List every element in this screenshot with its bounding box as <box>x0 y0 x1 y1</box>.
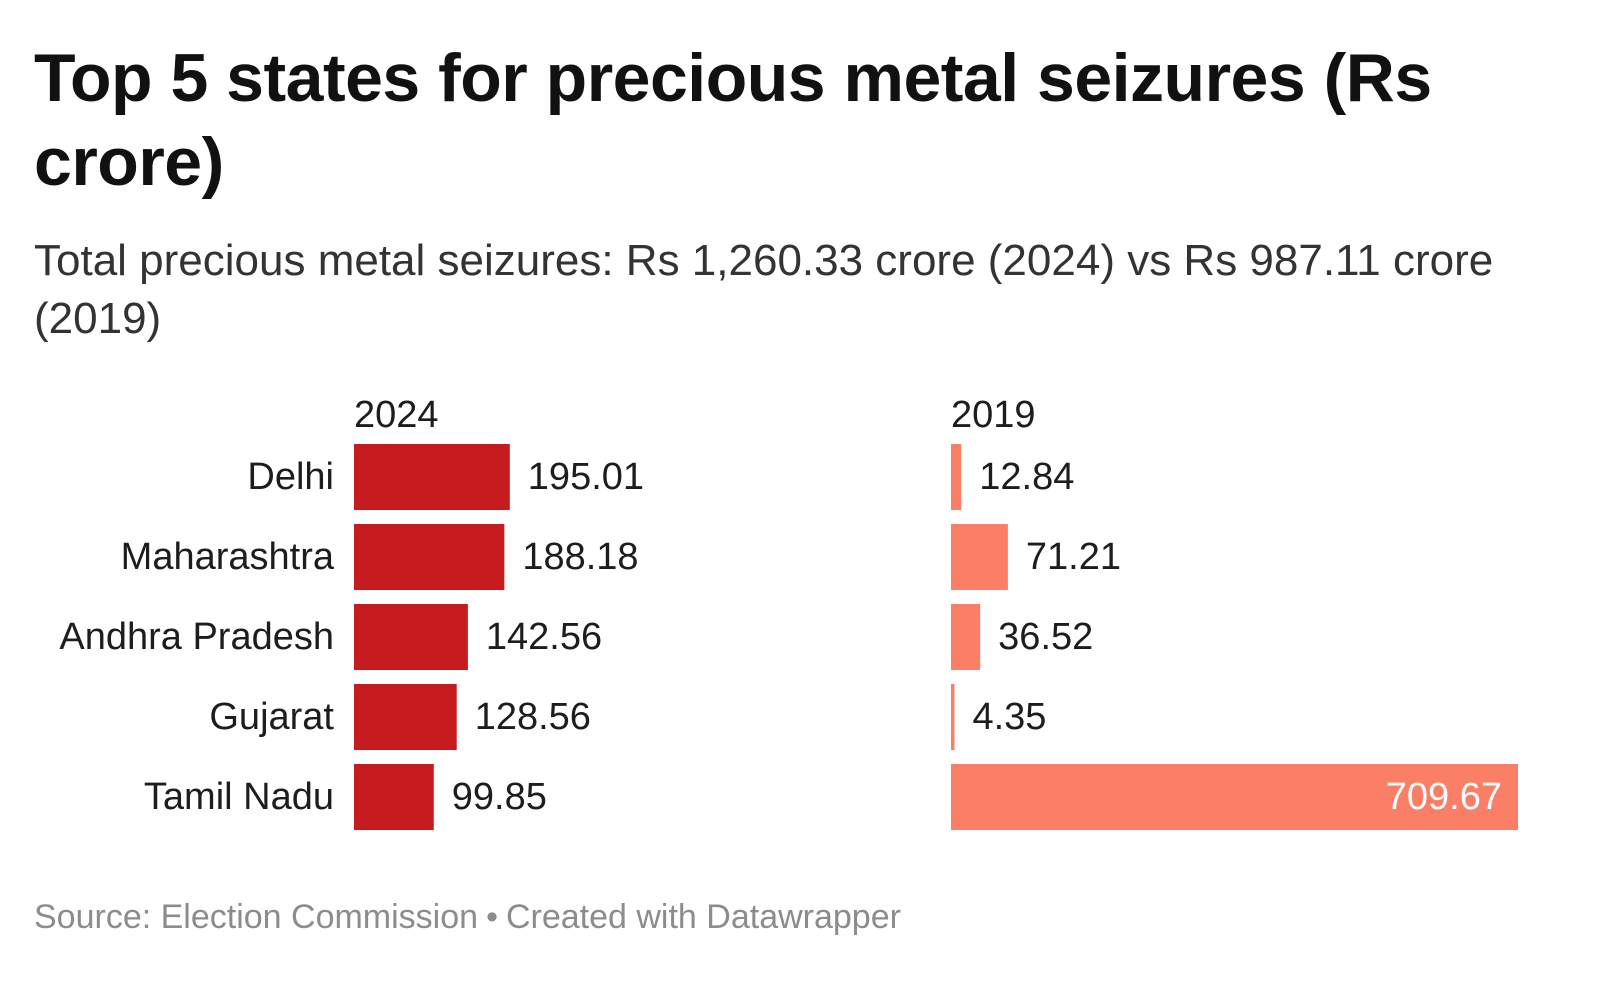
bar-2024-2 <box>354 604 468 670</box>
bar-2024-1 <box>354 524 505 590</box>
bar-2019-2 <box>951 604 981 670</box>
value-label-2024-0: 195.01 <box>528 456 644 498</box>
footer: Source: Election Commission • Created with… <box>34 898 901 937</box>
bar-2019-4 <box>951 764 1518 830</box>
bar-2019-3 <box>951 684 955 750</box>
value-label-2019-1: 71.21 <box>1026 536 1121 578</box>
bar-2024-3 <box>354 684 457 750</box>
split-bar-chart: Delhi Maharashtra Andhra Pradesh Gujarat Tam… <box>59 394 1518 830</box>
value-label-2024-3: 128.56 <box>475 696 591 738</box>
category-label: Andhra Pradesh <box>59 616 334 658</box>
category-label: Gujarat <box>209 696 334 738</box>
value-label-2019-0: 12.84 <box>979 456 1074 498</box>
bar-2024-4 <box>354 764 434 830</box>
bar-2019-0 <box>951 444 962 510</box>
value-label-2024-1: 188.18 <box>522 536 638 578</box>
category-label: Maharashtra <box>121 536 335 578</box>
series-header-2024: 2024 <box>354 394 439 436</box>
value-label-2019-3: 4.35 <box>972 696 1046 738</box>
chart-subtitle: Total precious metal seizures: Rs 1,260.… <box>34 236 1494 343</box>
chart-title: Top 5 states for precious metal seizures… <box>34 40 1432 200</box>
credit-note: Created with Datawrapper <box>505 898 901 936</box>
value-label-2024-4: 99.85 <box>452 776 547 818</box>
bar-2019-1 <box>951 524 1008 590</box>
series-header-2019: 2019 <box>951 394 1036 436</box>
category-label: Tamil Nadu <box>144 776 334 818</box>
value-label-2019-2: 36.52 <box>998 616 1093 658</box>
category-label: Delhi <box>247 456 334 498</box>
value-label-2019-4: 709.67 <box>1386 776 1502 818</box>
source-note: Source: Election Commission <box>34 898 479 936</box>
value-label-2024-2: 142.56 <box>486 616 602 658</box>
footer-separator: • <box>486 898 498 936</box>
bar-2024-0 <box>354 444 510 510</box>
